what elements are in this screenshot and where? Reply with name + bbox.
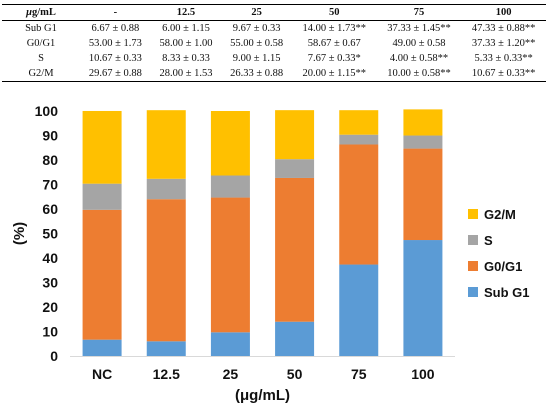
table-cell: 7.67 ± 0.33* [307, 53, 361, 64]
table-cell: 8.33 ± 0.33 [162, 53, 210, 64]
bar-segment-g2-m [82, 110, 122, 184]
table-row-label: Sub G1 [25, 23, 57, 34]
y-tick-label: 80 [42, 152, 58, 168]
bar-segment-s [403, 135, 443, 149]
bar-segment-g2-m [403, 109, 443, 136]
table-cell: 6.00 ± 1.15 [162, 23, 210, 34]
bar-segment-g2-m [275, 110, 315, 160]
table-header-row: μg/mL - 12.5 25 50 75 100 [2, 4, 546, 21]
table-col-header: 12.5 [150, 4, 222, 21]
legend-label: Sub G1 [484, 285, 530, 300]
table-cell: 10.67 ± 0.33** [461, 66, 546, 82]
legend-swatch [468, 235, 478, 245]
bar-segment-sub-g1 [275, 321, 315, 356]
y-tick-label: 0 [50, 348, 58, 364]
table-cell: 14.00 ± 1.73** [302, 23, 367, 34]
bar-segment-g0-g1 [82, 209, 122, 340]
table-cell: 49.00 ± 0.58 [392, 38, 446, 49]
table-row: G2/M 29.67 ± 0.88 28.00 ± 1.53 26.33 ± 0… [2, 66, 546, 82]
x-tick-label: 50 [287, 366, 303, 382]
legend-swatch [468, 209, 478, 219]
table-cell: 53.00 ± 1.73 [88, 38, 142, 49]
y-tick-label: 30 [42, 275, 58, 291]
bar-segment-s [275, 159, 315, 178]
y-tick-label: 60 [42, 201, 58, 217]
x-tick-label: 100 [411, 366, 435, 382]
table-col-header: 25 [221, 4, 292, 21]
table-cell: 37.33 ± 1.45** [387, 23, 451, 34]
legend-swatch [468, 287, 478, 297]
y-tick-label: 40 [42, 250, 58, 266]
table-cell: 9.67 ± 0.33 [232, 23, 281, 34]
bar-segment-g2-m [146, 110, 186, 179]
legend-label: G2/M [484, 207, 516, 222]
bar-segment-sub-g1 [210, 332, 250, 356]
table-cell: 26.33 ± 0.88 [221, 66, 292, 82]
table-cell: 5.33 ± 0.33** [474, 53, 533, 64]
bar-segment-g2-m [339, 110, 379, 135]
table-row-label: G0/G1 [26, 38, 56, 49]
y-tick-label: 10 [42, 324, 58, 340]
bar-segment-s [82, 183, 122, 210]
table-row: S 10.67 ± 0.33 8.33 ± 0.33 9.00 ± 1.15 7… [2, 51, 546, 66]
legend-swatch [468, 261, 478, 271]
bar-segment-sub-g1 [403, 240, 443, 356]
table-col-header: 100 [461, 4, 546, 21]
stacked-bar-chart: NC 12.5 25 50 75 100 0 10 20 30 40 50 60 70 80 90 100 (%)… [11, 103, 530, 404]
x-tick-label: NC [92, 366, 112, 382]
table-row: Sub G1 6.67 ± 0.88 6.00 ± 1.15 9.67 ± 0.… [2, 21, 546, 37]
table-cell: 10.67 ± 0.33 [88, 53, 142, 64]
bar-segment-g0-g1 [403, 148, 443, 241]
y-tick-label: 70 [42, 177, 58, 193]
legend-label: G0/G1 [484, 259, 522, 274]
y-tick-label: 100 [35, 103, 59, 119]
x-tick-label: 25 [223, 366, 239, 382]
bar-segment-s [210, 175, 250, 198]
bar-segment-s [146, 178, 186, 200]
bar-segment-sub-g1 [82, 339, 122, 356]
table-cell: 4.00 ± 0.58** [389, 53, 449, 64]
table-cell: 58.00 ± 1.00 [159, 38, 213, 49]
table-cell: 29.67 ± 0.88 [80, 66, 151, 82]
x-tick-label: 75 [351, 366, 367, 382]
table-cell: 55.00 ± 0.58 [230, 38, 284, 49]
unit-text: g/mL [31, 7, 56, 18]
table-cell: 28.00 ± 1.53 [150, 66, 222, 82]
bar-segment-g0-g1 [275, 177, 315, 322]
legend-label: S [484, 233, 493, 248]
bar-segment-sub-g1 [339, 264, 379, 356]
bar-segment-g2-m [210, 111, 250, 176]
mu-symbol: μ [26, 7, 32, 18]
y-tick-label: 20 [42, 299, 58, 315]
table-cell: 47.33 ± 0.88** [471, 23, 536, 34]
y-tick-label: 50 [42, 226, 58, 242]
y-axis-title: (%) [11, 222, 28, 245]
table-cell: 6.67 ± 0.88 [91, 23, 140, 34]
bar-segment-g0-g1 [146, 199, 186, 342]
bar-segment-sub-g1 [146, 341, 186, 356]
table-cell: 9.00 ± 1.15 [232, 53, 281, 64]
table-row-label: S [38, 53, 44, 64]
x-axis-title: (μg/mL) [235, 387, 290, 404]
bar-segment-s [339, 134, 379, 145]
bar-segment-g0-g1 [210, 197, 250, 333]
table-col-header: 50 [291, 4, 377, 21]
table-header-unit: μg/mL [2, 4, 80, 21]
bar-segment-g0-g1 [339, 144, 379, 265]
table-cell: 10.00 ± 0.58** [376, 66, 462, 82]
table-row: G0/G1 53.00 ± 1.73 58.00 ± 1.00 55.00 ± … [2, 36, 546, 51]
x-tick-label: 12.5 [153, 366, 180, 382]
table-cell: 20.00 ± 1.15** [291, 66, 377, 82]
table-cell: 37.33 ± 1.20** [471, 38, 536, 49]
table-col-header: - [80, 4, 151, 21]
table-row-label: G2/M [2, 66, 80, 82]
y-tick-label: 90 [42, 128, 58, 144]
table-col-header: 75 [376, 4, 462, 21]
data-table: μg/mL - 12.5 25 50 75 100 Sub G1 6.67 ± … [2, 4, 546, 82]
table-cell: 58.67 ± 0.67 [307, 38, 361, 49]
